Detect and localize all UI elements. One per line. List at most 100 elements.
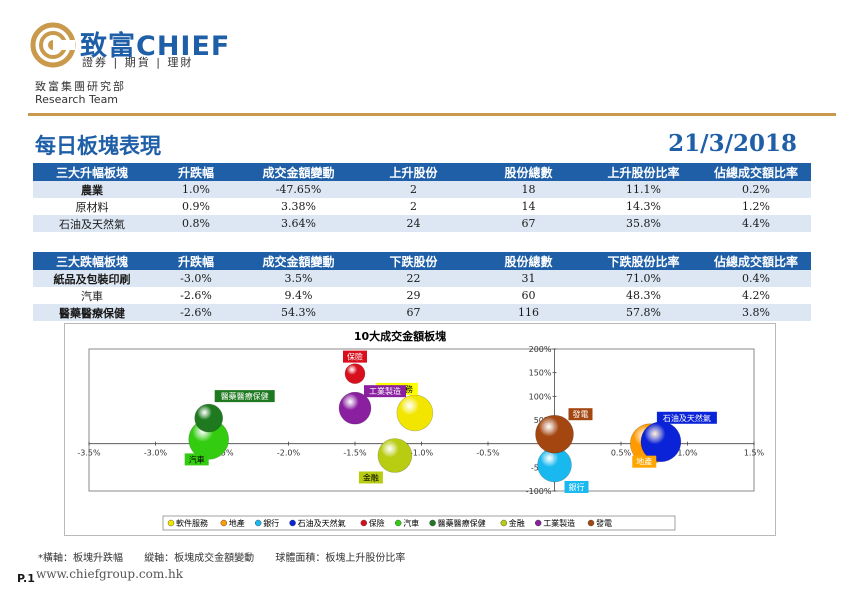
bubble-label: 銀行 (569, 482, 585, 492)
sector-name: 石油及天然氣 (33, 215, 151, 232)
bubble-label-box (214, 390, 275, 403)
department-name-en: Research Team (35, 93, 119, 106)
x-tick-label: -1.0% (410, 449, 434, 458)
bubble-label: 醫藥醫療保健 (221, 391, 269, 401)
bubble-label: 石油及天然氣 (663, 413, 711, 423)
legend-entry: 汽車 (403, 518, 419, 528)
table-cell: 3.8% (701, 304, 811, 321)
bubble-label: 工業製造 (369, 386, 401, 396)
legend-marker (289, 519, 296, 527)
y-tick-label: 150% (529, 369, 552, 378)
bubble-label-box (184, 453, 209, 466)
table-cell: 54.3% (241, 304, 356, 321)
column-header: 下跌股份比率 (586, 252, 701, 270)
table-cell: 2 (356, 181, 471, 198)
website-link[interactable]: www.chiefgroup.com.hk (36, 567, 184, 581)
bubble-label-box (364, 385, 406, 398)
legend-entry: 銀行 (263, 518, 279, 528)
top-gainers-table: 三大升幅板塊 升跌幅 成交金額變動 上升股份 股份總數 上升股份比率 佔總成交額… (33, 163, 811, 232)
column-header: 佔總成交額比率 (701, 163, 811, 181)
table-cell: 35.8% (586, 215, 701, 232)
legend-marker (360, 519, 367, 527)
bubble-label-box (568, 408, 593, 421)
column-header: 股份總數 (471, 163, 586, 181)
sector-name: 紙品及包裝印刷 (33, 270, 151, 287)
footnote-vertical-axis: 縱軸：板塊成交金額變動 (144, 553, 255, 564)
table-cell: 24 (356, 215, 471, 232)
bubble-label: 金融 (363, 473, 379, 483)
brand-name: 致富CHIEF (80, 31, 231, 62)
legend-marker (500, 519, 507, 527)
table-cell: 0.9% (182, 200, 210, 213)
table-cell: 2 (410, 200, 417, 213)
table-cell: -47.65% (241, 181, 356, 198)
sector-name: 汽車 (81, 289, 103, 303)
table-row: 醫藥醫療保健 -2.6% 54.3% 67 116 57.8% 3.8% (33, 304, 811, 321)
table-cell: 9.4% (284, 289, 313, 302)
report-title: 每日板塊表現 (35, 134, 161, 158)
legend-marker (395, 519, 402, 527)
table-cell: -3.0% (151, 270, 241, 287)
sector-name: 醫藥醫療保健 (33, 304, 151, 321)
column-header: 上升股份 (356, 163, 471, 181)
column-header: 下跌股份 (356, 252, 471, 270)
chart-footnote: *橫軸：板塊升跌幅 縱軸：板塊成交金額變動 球體面積：板塊上升股份比率 (38, 549, 423, 564)
table-cell: 4.2% (742, 289, 770, 302)
header-divider (28, 113, 836, 116)
table-cell: 14.3% (626, 200, 661, 213)
page-number: P.1 (17, 572, 35, 585)
table-cell: 0.8% (151, 215, 241, 232)
column-header: 成交金額變動 (241, 163, 356, 181)
bubble-label: 地產 (636, 457, 652, 467)
legend-entry: 地產 (229, 518, 245, 528)
legend-marker (429, 519, 436, 527)
bubble-label-box (564, 480, 589, 493)
table-cell: 60 (521, 289, 536, 302)
chart-title: 10大成交金額板塊 (354, 329, 446, 343)
table-cell: 67 (471, 215, 586, 232)
table-row: 農業 1.0% -47.65% 2 18 11.1% 0.2% (33, 181, 811, 198)
footnote-bubble-area: 球體面積：板塊上升股份比率 (275, 553, 406, 564)
legend-entry: 金融 (509, 518, 525, 528)
bubble-label: 發電 (573, 410, 589, 419)
column-header: 升跌幅 (151, 252, 241, 270)
column-header: 上升股份比率 (586, 163, 701, 181)
table-cell: 116 (471, 304, 586, 321)
y-tick-label: 200% (529, 345, 552, 354)
column-header: 股份總數 (471, 252, 586, 270)
table-header-row: 三大升幅板塊 升跌幅 成交金額變動 上升股份 股份總數 上升股份比率 佔總成交額… (33, 163, 811, 181)
bubble-label-box (632, 455, 657, 468)
footnote-horizontal-axis: *橫軸：板塊升跌幅 (38, 553, 123, 564)
legend-marker (535, 519, 542, 527)
x-tick-label: -3.5% (77, 449, 101, 458)
column-header: 佔總成交額比率 (701, 252, 811, 270)
bubble-point (377, 438, 413, 473)
brand-logo-icon (30, 22, 76, 68)
table-row: 紙品及包裝印刷 -3.0% 3.5% 22 31 71.0% 0.4% (33, 270, 811, 287)
column-header: 三大升幅板塊 (33, 163, 151, 181)
table-cell: 11.1% (586, 181, 701, 198)
table-cell: 67 (356, 304, 471, 321)
sector-name: 農業 (33, 181, 151, 198)
x-tick-label: -3.0% (144, 449, 168, 458)
table-header-row: 三大跌幅板塊 升跌幅 成交金額變動 下跌股份 股份總數 下跌股份比率 佔總成交額… (33, 252, 811, 270)
table-cell: 31 (471, 270, 586, 287)
department-name-cn: 致富集團研究部 (35, 80, 126, 93)
table-cell: -2.6% (151, 304, 241, 321)
table-cell: 48.3% (626, 289, 661, 302)
legend-entry: 保險 (369, 518, 385, 528)
top-losers-table: 三大跌幅板塊 升跌幅 成交金額變動 下跌股份 股份總數 下跌股份比率 佔總成交額… (33, 252, 811, 321)
x-tick-label: -2.0% (277, 449, 301, 458)
table-cell: 0.2% (701, 181, 811, 198)
table-cell: 1.2% (742, 200, 770, 213)
legend-entry: 軟件服務 (176, 518, 208, 528)
y-tick-label: 100% (529, 392, 552, 401)
table-cell: 3.5% (241, 270, 356, 287)
table-row: 石油及天然氣 0.8% 3.64% 24 67 35.8% 4.4% (33, 215, 811, 232)
legend-entry: 石油及天然氣 (298, 518, 346, 528)
table-cell: 29 (406, 289, 421, 302)
table-cell: 3.64% (241, 215, 356, 232)
x-tick-label: 1.0% (677, 449, 698, 458)
table-cell: 0.4% (701, 270, 811, 287)
bubble-label-box (656, 411, 717, 424)
